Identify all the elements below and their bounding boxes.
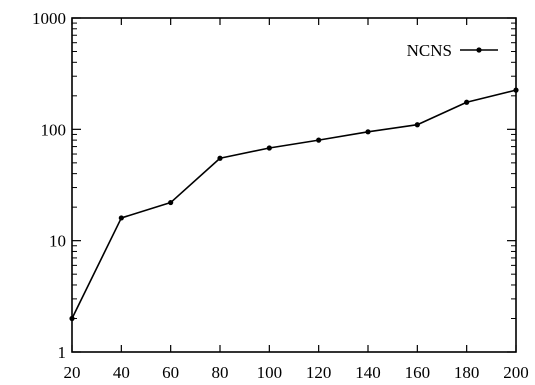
data-point [464,99,470,105]
series-group [69,87,519,322]
x-tick-label: 60 [162,363,179,382]
series-line-ncns [71,89,517,319]
x-tick-label: 140 [355,363,381,382]
legend-marker [476,47,482,53]
data-point [414,122,420,128]
legend: NCNS [407,41,498,60]
y-tick-label: 100 [41,120,67,139]
data-point [69,315,75,322]
data-point [168,199,174,206]
x-tick-label: 200 [503,363,529,382]
data-point [316,137,322,143]
data-point [118,215,124,221]
axes: 20 40 60 80 100 120 140 160 180 200 1 10 100 1000 [32,9,529,382]
plot-frame [71,17,517,353]
x-tick-label: 120 [306,363,332,382]
data-point [513,87,519,93]
data-point [365,129,371,135]
x-tick-label: 40 [113,363,130,382]
x-tick-label: 20 [64,363,81,382]
y-tick-label: 1000 [32,9,66,28]
data-point [217,155,223,161]
y-tick-label: 1 [58,343,67,362]
x-tick-label: 160 [405,363,431,382]
x-tick-label: 100 [257,363,283,382]
y-tick-label: 10 [49,232,66,251]
x-tick-label: 180 [454,363,480,382]
data-point [266,145,272,151]
x-tick-label: 80 [212,363,229,382]
legend-label: NCNS [407,41,452,60]
